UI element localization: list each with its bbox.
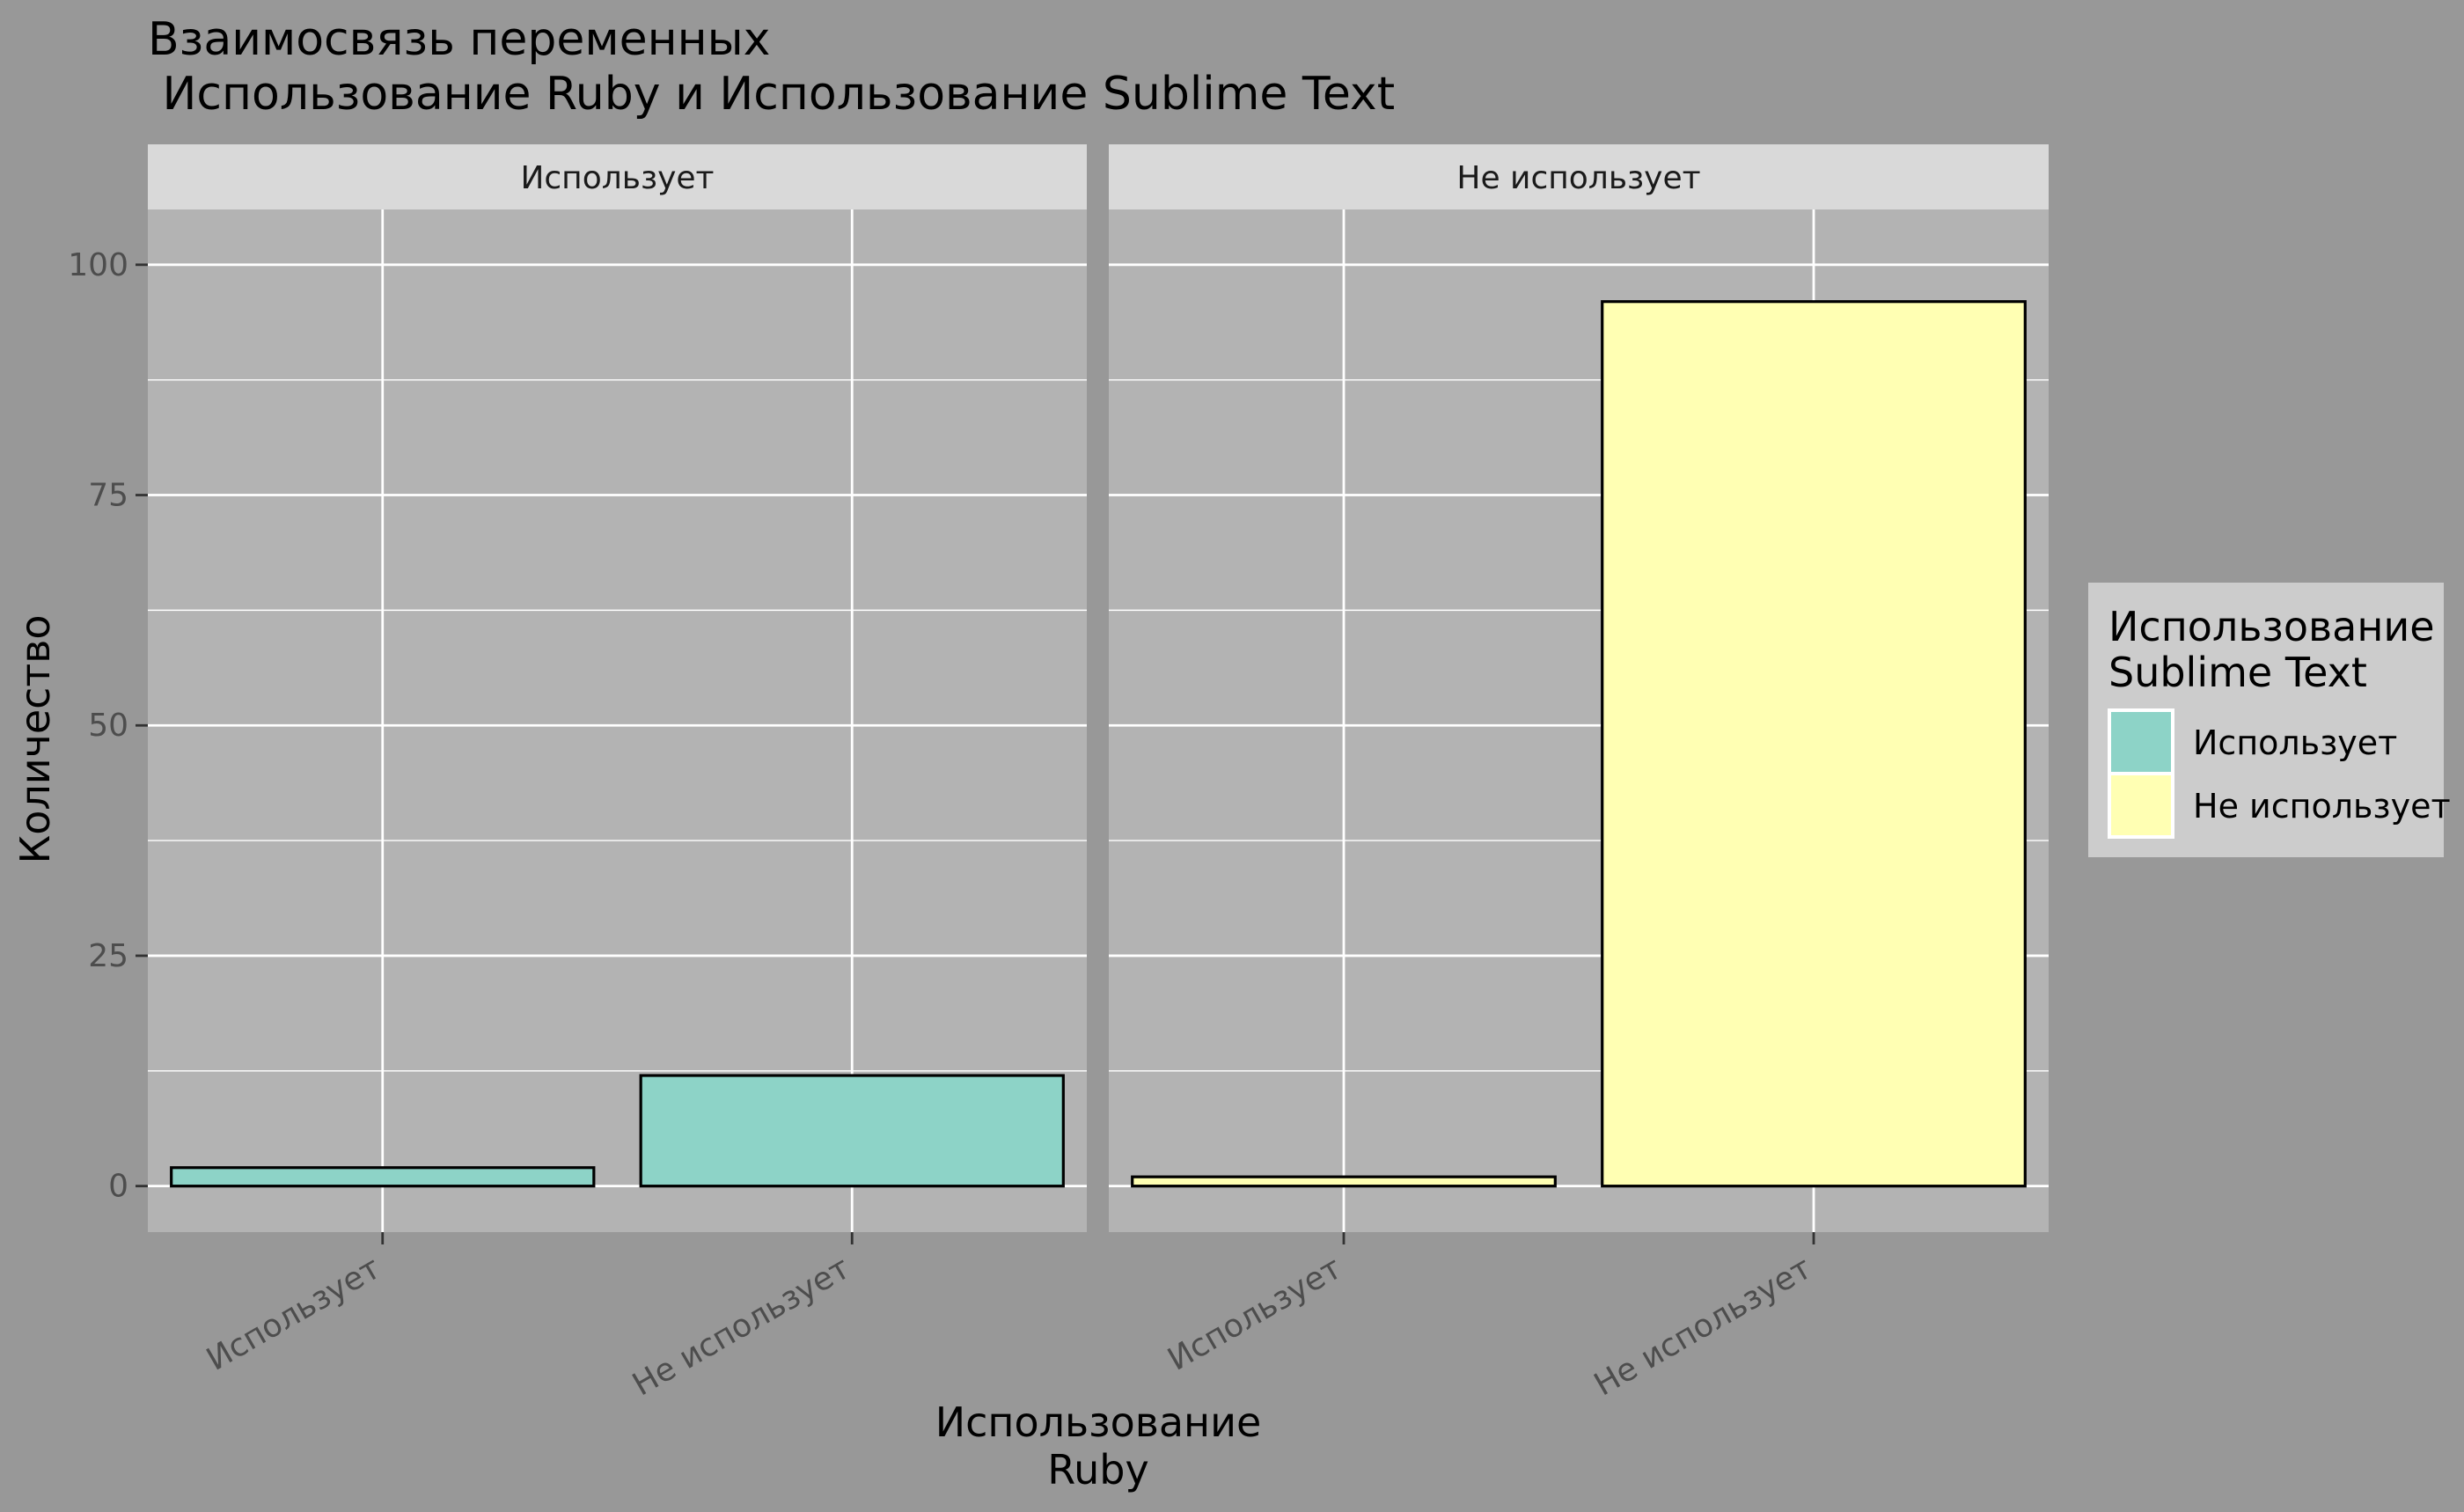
y-tick-label: 0 xyxy=(108,1169,128,1205)
y-tick-label: 100 xyxy=(68,247,128,283)
legend-key-uses xyxy=(2108,708,2174,775)
bar xyxy=(170,1166,596,1188)
chart-title-line1: Взаимосвязь переменных xyxy=(148,13,770,66)
legend-label-not-uses: Не использует xyxy=(2193,787,2451,826)
y-tick-label: 50 xyxy=(88,708,128,744)
legend-key-not-uses xyxy=(2108,772,2174,839)
x-axis-label-line1: Использование xyxy=(935,1398,1262,1446)
facet-strip-label: Использует xyxy=(520,160,714,196)
x-axis-label-line2: Ruby xyxy=(1047,1446,1148,1494)
legend-title-line1: Использование xyxy=(2108,603,2435,650)
legend: Использование Sublime Text Использует Не… xyxy=(2088,583,2451,857)
y-tick-label: 75 xyxy=(88,478,128,514)
legend-label-uses: Использует xyxy=(2193,723,2397,762)
facet-strip xyxy=(148,144,1087,209)
y-axis-label: Количество xyxy=(11,615,59,864)
legend-title-line2: Sublime Text xyxy=(2108,649,2367,696)
facet-strip-label: Не использует xyxy=(1456,160,1700,196)
chart-title-line2: Использование Ruby и Использование Subli… xyxy=(148,68,1395,121)
facet-strip xyxy=(1109,144,2049,209)
y-tick-label: 25 xyxy=(88,938,128,974)
bar xyxy=(639,1074,1065,1188)
bar xyxy=(1131,1175,1557,1188)
y-axis: 0 25 50 75 100 xyxy=(68,247,148,1205)
bar xyxy=(1601,300,2027,1188)
